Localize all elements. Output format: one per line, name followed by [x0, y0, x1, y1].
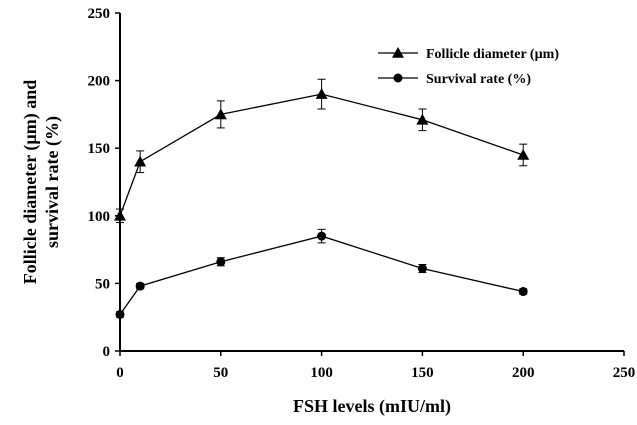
axes: [119, 13, 624, 352]
y-tick-label: 50: [95, 276, 110, 292]
y-tick-label: 200: [88, 74, 111, 90]
y-axis-title-line-2: survival rate (%): [42, 116, 63, 248]
x-tick-label: 150: [411, 365, 434, 381]
y-tick-label: 0: [103, 344, 111, 360]
y-tick-label: 150: [88, 141, 111, 157]
legend-marker: [393, 73, 403, 83]
x-axis-title: FSH levels (mIU/ml): [293, 396, 451, 417]
data-point: [417, 264, 427, 274]
data-point: [317, 231, 327, 241]
data-point: [115, 309, 125, 319]
legend: Follicle diameter (µm) Survival rate (%): [378, 47, 559, 87]
y-axis-title: Follicle diameter (µm) and survival rate…: [20, 80, 63, 285]
legend-marker: [392, 47, 404, 58]
legend-label: Survival rate (%): [426, 72, 531, 87]
data-point: [214, 108, 227, 120]
data-point: [135, 281, 145, 291]
y-tick-label: 100: [88, 209, 111, 225]
y-tick-label: 250: [88, 6, 111, 22]
data-point: [518, 287, 528, 297]
x-tick-label: 200: [512, 365, 535, 381]
legend-label: Follicle diameter (µm): [426, 47, 559, 62]
data-point: [114, 209, 126, 221]
x-tick-label: 0: [116, 365, 124, 381]
series-line: [119, 235, 524, 315]
y-axis-title-line-1: Follicle diameter (µm) and: [20, 80, 41, 285]
data-point: [216, 257, 226, 267]
x-tick-label: 100: [310, 365, 333, 381]
data-point: [134, 155, 147, 167]
series-2: [115, 228, 528, 319]
data-point: [315, 88, 328, 99]
data-point: [416, 113, 429, 125]
axis-ticks: 0 50 100 150 200 250 0 50 100 150 200 250: [88, 6, 636, 381]
series-line: [119, 93, 524, 217]
data-point: [517, 148, 530, 160]
x-tick-label: 250: [613, 365, 636, 381]
x-tick-label: 50: [213, 365, 228, 381]
series-1: [114, 78, 530, 224]
series-layer: [114, 78, 530, 319]
